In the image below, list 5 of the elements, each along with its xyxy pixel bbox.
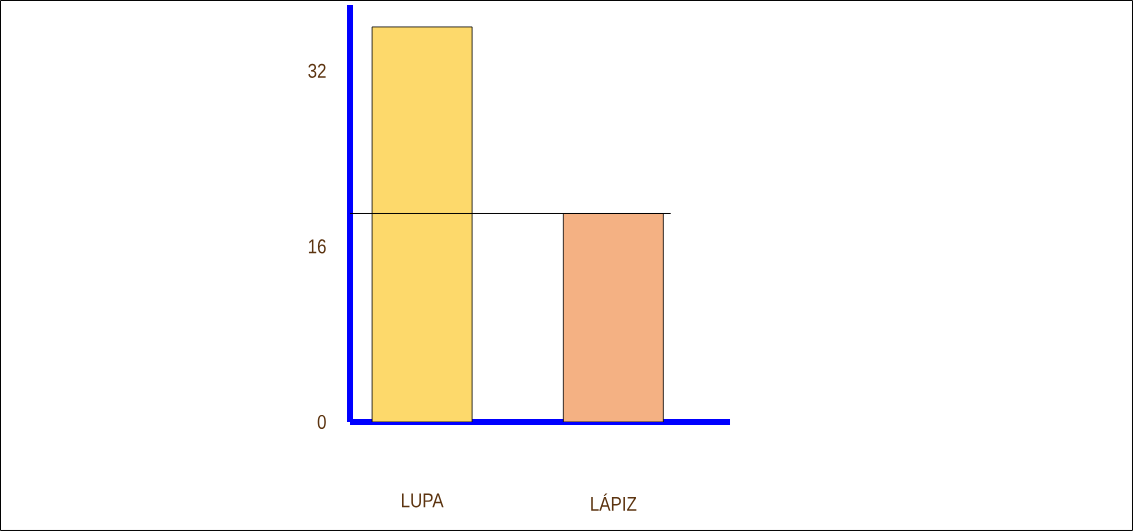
y-tick-label: 32 xyxy=(308,63,326,78)
x-tick-label: LUPA xyxy=(402,493,444,508)
y-tick-label: 16 xyxy=(308,239,326,254)
y-tick-label: 0 xyxy=(317,414,326,430)
x-tick-label: LÁPIZ xyxy=(591,493,637,511)
